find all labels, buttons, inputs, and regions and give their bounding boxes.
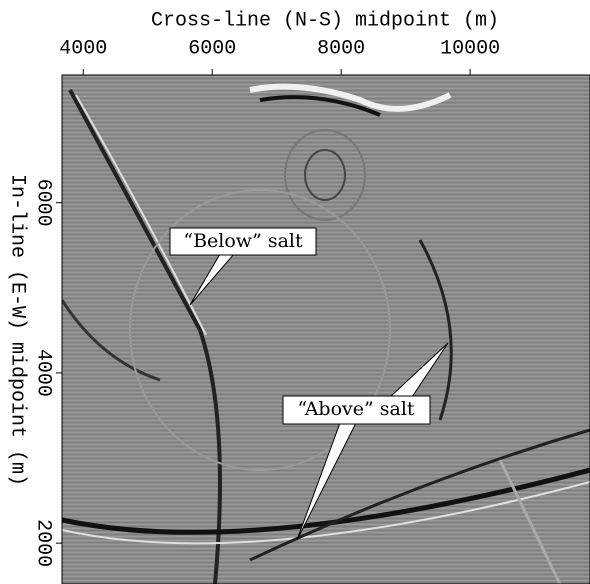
seismic-image	[62, 75, 590, 584]
y-tick-label: 4000	[32, 349, 55, 397]
x-tick-label: 4000	[59, 37, 107, 60]
y-axis-title: In-line (E-W) midpoint (m)	[6, 174, 29, 486]
y-tick-label: 6000	[32, 179, 55, 227]
annotation-text: “Below” salt	[183, 230, 303, 252]
x-tick-label: 10000	[440, 37, 500, 60]
annotation-text: “Above” salt	[297, 398, 414, 420]
x-axis-title: Cross-line (N-S) midpoint (m)	[151, 9, 499, 32]
y-tick-label: 2000	[32, 519, 55, 567]
x-tick-label: 8000	[317, 37, 365, 60]
image-background	[62, 75, 590, 584]
figure: Cross-line (N-S) midpoint (m) In-line (E…	[0, 0, 590, 584]
x-tick-label: 6000	[188, 37, 236, 60]
